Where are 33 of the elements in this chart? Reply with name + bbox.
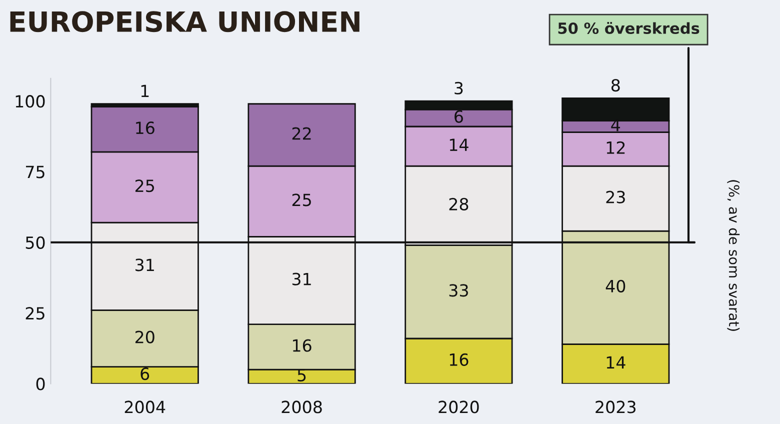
- data-label: 22: [292, 127, 311, 140]
- data-label: 31: [292, 272, 311, 286]
- ref-line-label: 50 % överskreds: [558, 22, 700, 34]
- chart-title: EUROPEISKA UNIONEN: [10, 11, 360, 32]
- y-tick-label: 0: [36, 378, 45, 390]
- x-tick-label: 2008: [282, 400, 322, 414]
- data-label: 12: [606, 141, 625, 154]
- data-label: 14: [450, 138, 468, 151]
- data-label: 16: [293, 339, 312, 352]
- y2-axis-title: (%, av de som svarat): [727, 180, 740, 331]
- data-label: 3: [454, 82, 463, 94]
- data-label: 25: [135, 179, 154, 192]
- data-label: 14: [606, 356, 626, 369]
- data-label: 25: [292, 194, 311, 206]
- data-label: 20: [135, 330, 154, 344]
- y-tick-label: 50: [26, 236, 45, 249]
- x-tick-label: 2023: [596, 400, 636, 414]
- y-tick-label: 75: [26, 166, 44, 178]
- x-tick-label: 2020: [438, 400, 479, 414]
- data-label: 31: [136, 258, 154, 272]
- data-label: 8: [611, 79, 620, 92]
- data-label: 23: [606, 190, 625, 204]
- data-label: 28: [449, 198, 468, 210]
- data-label: 33: [449, 284, 468, 297]
- data-label: 6: [454, 110, 463, 123]
- y-tick-label: 100: [16, 95, 45, 108]
- data-label: 16: [136, 122, 154, 134]
- data-label: 6: [140, 367, 150, 380]
- x-tick-label: 2004: [124, 400, 166, 414]
- y-tick-label: 25: [26, 307, 44, 320]
- data-label: 1: [141, 84, 149, 98]
- data-label: 16: [450, 353, 468, 366]
- data-label: 40: [606, 280, 626, 292]
